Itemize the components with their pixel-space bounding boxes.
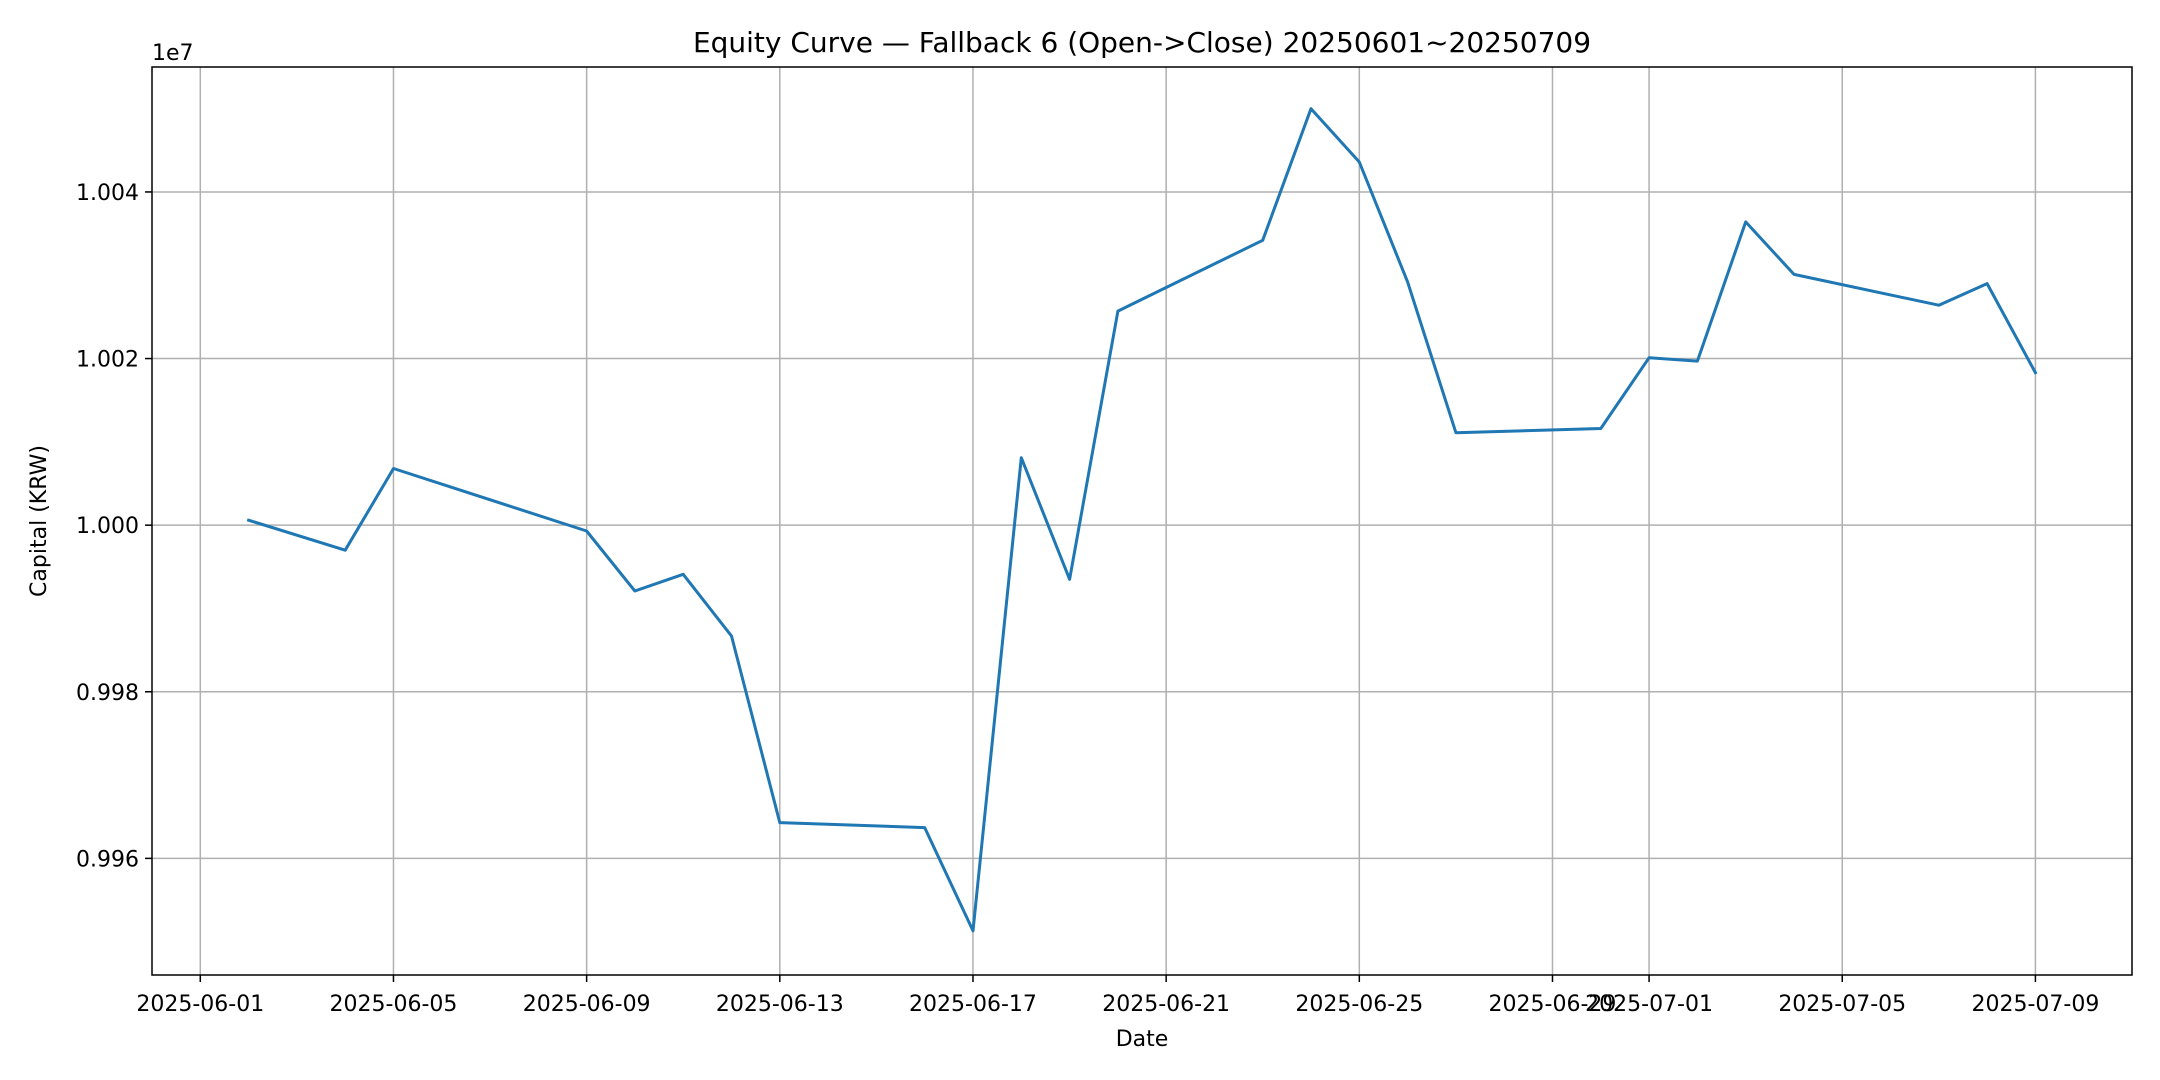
x-tick-label: 2025-07-09 (1971, 992, 2099, 1017)
y-offset-label: 1e7 (152, 41, 194, 66)
series-line (246, 107, 2038, 933)
x-tick-label: 2025-06-05 (330, 992, 458, 1017)
x-tick-label: 2025-07-01 (1585, 992, 1713, 1017)
x-tick-label: 2025-06-13 (716, 992, 844, 1017)
x-tick-label: 2025-07-05 (1778, 992, 1906, 1017)
x-tick-label: 2025-06-09 (523, 992, 651, 1017)
x-tick-label: 2025-06-17 (909, 992, 1037, 1017)
plot-frame (151, 66, 2133, 976)
y-tick-label: 0.996 (76, 847, 139, 872)
y-tick-label: 0.998 (76, 681, 139, 706)
y-tick-label: 1.004 (76, 181, 139, 206)
y-tick-label: 1.002 (76, 348, 139, 373)
grid (152, 67, 2132, 975)
x-tick-label: 2025-06-01 (136, 992, 264, 1017)
y-tick-label: 1.000 (76, 514, 139, 539)
x-tick-label: 2025-06-25 (1295, 992, 1423, 1017)
y-axis-label: Capital (KRW) (27, 445, 52, 597)
x-axis-label: Date (1116, 1027, 1169, 1052)
x-tick-label: 2025-06-21 (1102, 992, 1230, 1017)
ticks: 2025-06-01 2025-06-05 2025-06-09 2025-06-13… (76, 181, 2099, 1017)
chart-title: Equity Curve — Fallback 6 (Open->Close) … (693, 26, 1591, 59)
x-tick-label: 2025-06-29 (1489, 992, 1617, 1017)
series-layer (246, 107, 2038, 933)
